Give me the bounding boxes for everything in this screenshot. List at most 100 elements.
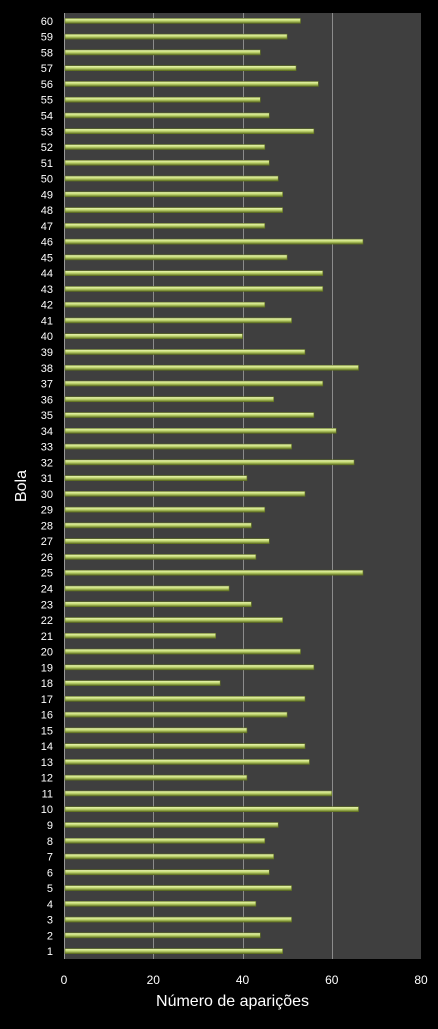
y-tick-label: 20 (41, 647, 53, 659)
y-tick-label: 36 (41, 394, 53, 406)
y-tick-label: 45 (41, 252, 53, 264)
bar-35 (64, 412, 315, 418)
bar-21 (64, 632, 217, 639)
x-tick-labels: 0 20 40 60 80 (61, 973, 428, 987)
bar-6 (64, 869, 270, 876)
bar-33 (64, 443, 292, 450)
bar-1 (64, 948, 283, 954)
bar-13 (64, 759, 310, 765)
bar-30 (64, 491, 306, 497)
y-tick-label: 16 (41, 710, 53, 722)
bar-22 (64, 617, 283, 623)
bar-3 (64, 916, 292, 923)
y-tick-label: 55 (41, 95, 53, 107)
y-tick-label: 56 (41, 79, 53, 91)
y-tick-label: 1 (47, 946, 53, 958)
y-tick-label: 22 (41, 615, 53, 627)
x-axis-title: Número de aparições (156, 993, 309, 1010)
bar-36 (64, 396, 275, 403)
y-tick-label: 52 (41, 142, 53, 154)
y-tick-label: 2 (47, 930, 53, 942)
y-tick-label: 49 (41, 189, 53, 201)
bar-39 (64, 349, 306, 355)
y-tick-label: 42 (41, 300, 53, 312)
bar-5 (64, 885, 292, 891)
bar-34 (64, 428, 337, 434)
bar-11 (64, 790, 333, 797)
x-tick-label: 0 (61, 973, 68, 987)
y-tick-label: 3 (47, 915, 53, 927)
y-tick-label: 32 (41, 457, 53, 469)
y-tick-label: 57 (41, 63, 53, 75)
y-tick-label: 12 (41, 773, 53, 785)
bar-12 (64, 774, 248, 781)
bar-27 (64, 538, 270, 544)
y-tick-label: 50 (41, 174, 53, 186)
y-tick-label: 47 (41, 221, 53, 233)
y-tick-label: 10 (41, 804, 53, 816)
bar-57 (64, 65, 297, 71)
bar-17 (64, 696, 306, 702)
bar-25 (64, 569, 364, 576)
bar-47 (64, 223, 266, 229)
bar-18 (64, 680, 221, 686)
y-tick-label: 19 (41, 662, 53, 674)
y-tick-label: 34 (41, 426, 53, 438)
bar-19 (64, 664, 315, 671)
x-tick-label: 40 (236, 973, 250, 987)
y-tick-labels: 1234567891011121314151617181920212223242… (41, 16, 53, 958)
y-tick-label: 58 (41, 47, 53, 59)
y-axis-title: Bola (13, 470, 30, 502)
y-tick-label: 8 (47, 836, 53, 848)
y-tick-label: 26 (41, 552, 53, 564)
y-tick-label: 53 (41, 126, 53, 138)
y-tick-label: 41 (41, 315, 53, 327)
bar-51 (64, 159, 270, 166)
y-tick-label: 24 (41, 583, 53, 595)
bar-48 (64, 207, 283, 213)
y-tick-label: 43 (41, 284, 53, 296)
bar-16 (64, 711, 288, 718)
y-tick-label: 30 (41, 489, 53, 501)
plot-area (64, 13, 421, 959)
y-tick-label: 51 (41, 158, 53, 170)
bar-58 (64, 49, 261, 56)
y-tick-label: 35 (41, 410, 53, 422)
y-tick-label: 23 (41, 599, 53, 611)
y-tick-label: 14 (41, 741, 53, 753)
y-tick-label: 25 (41, 568, 53, 580)
y-tick-label: 6 (47, 867, 53, 879)
bar-24 (64, 585, 230, 592)
bar-60 (64, 18, 301, 24)
y-tick-label: 29 (41, 505, 53, 517)
y-tick-label: 27 (41, 536, 53, 548)
y-tick-label: 15 (41, 725, 53, 737)
y-tick-label: 44 (41, 268, 53, 280)
bar-50 (64, 175, 279, 182)
bar-55 (64, 96, 261, 103)
y-tick-label: 33 (41, 442, 53, 454)
bar-52 (64, 144, 266, 150)
bar-46 (64, 238, 364, 245)
y-tick-label: 54 (41, 110, 53, 122)
x-tick-label: 60 (325, 973, 339, 987)
bar-2 (64, 932, 261, 939)
bar-10 (64, 806, 359, 813)
bar-26 (64, 554, 257, 560)
y-tick-label: 31 (41, 473, 53, 485)
bars (64, 18, 364, 954)
bar-54 (64, 112, 270, 119)
bar-15 (64, 727, 248, 734)
bar-40 (64, 333, 243, 340)
bar-14 (64, 743, 306, 749)
x-tick-label: 80 (414, 973, 428, 987)
y-tick-label: 11 (42, 788, 53, 800)
bar-31 (64, 475, 248, 481)
bar-4 (64, 901, 257, 907)
bar-43 (64, 286, 324, 292)
bar-42 (64, 301, 266, 308)
bar-29 (64, 506, 266, 513)
bar-37 (64, 380, 324, 387)
